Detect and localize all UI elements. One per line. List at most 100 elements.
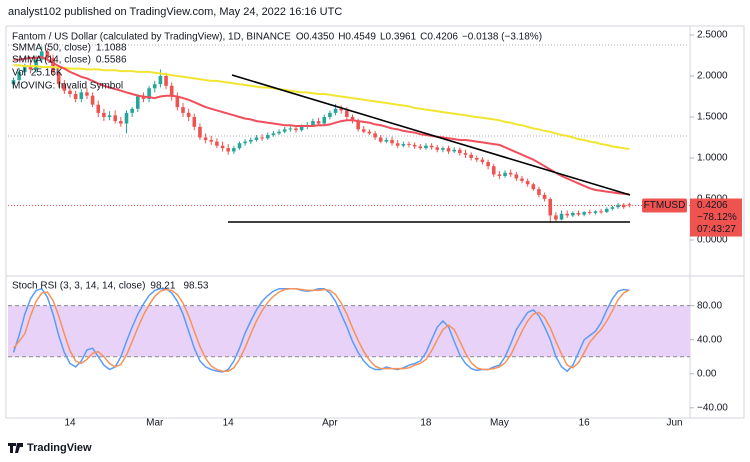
candle-body <box>119 121 123 124</box>
candle-body <box>429 145 434 148</box>
candle-body <box>424 145 428 149</box>
candle-body <box>51 57 55 72</box>
candle-body <box>446 148 451 152</box>
candle-body <box>491 166 496 175</box>
candle-body <box>401 144 406 146</box>
legend-value: 98.53 <box>183 281 208 292</box>
x-tick-label: 18 <box>420 418 432 429</box>
candle-body <box>56 71 61 85</box>
candle-body <box>503 172 507 177</box>
candle-body <box>627 204 632 206</box>
candle-body <box>441 148 445 150</box>
candle-body <box>559 213 564 220</box>
candle-body <box>203 137 208 140</box>
candle-body <box>339 108 343 111</box>
candle-body <box>85 92 89 96</box>
candle-body <box>458 149 462 154</box>
candle-body <box>243 141 247 144</box>
countdown: 07:43:27 <box>697 224 736 235</box>
candle-body <box>367 131 372 134</box>
candle-body <box>384 139 389 142</box>
candle-body <box>316 121 321 124</box>
candle-body <box>333 108 338 113</box>
attribution: analyst102 published on TradingView.com,… <box>8 6 342 18</box>
candle-body <box>599 211 603 213</box>
candle-body <box>322 116 327 124</box>
legend-value: 1.1088 <box>96 43 127 54</box>
x-tick-label: Mar <box>146 418 164 429</box>
candle-body <box>554 215 558 220</box>
candle-body <box>23 66 27 72</box>
candle-body <box>226 148 230 152</box>
candle-body <box>34 59 38 70</box>
series-line <box>12 287 630 373</box>
volume-value: 25.16K <box>31 68 63 79</box>
candle-body <box>192 116 197 127</box>
candle-body <box>531 184 536 190</box>
candle-body <box>362 129 366 132</box>
candle-body <box>469 154 473 158</box>
candle-body <box>350 116 355 122</box>
candle-body <box>565 213 569 216</box>
candle-body <box>463 153 468 155</box>
moving-label: MOVING: Invalid Symbol <box>12 81 123 92</box>
candle-body <box>209 139 214 142</box>
footer: TradingView <box>8 442 92 454</box>
legend-value: 0.5586 <box>96 55 127 66</box>
candle-body <box>497 174 502 177</box>
series-line <box>12 287 630 372</box>
legend-name: SMMA (14, close) <box>12 55 91 66</box>
candle-body <box>537 189 541 195</box>
candle-body <box>175 96 180 108</box>
candle-body <box>271 133 276 136</box>
candle-body <box>260 137 264 139</box>
y-tick-label: 2.5000 <box>697 30 728 41</box>
x-tick-label: May <box>490 418 509 429</box>
candle-body <box>130 108 134 113</box>
candle-body <box>169 85 174 97</box>
symbol-label: FTMUSD <box>644 200 686 211</box>
candle-body <box>378 137 383 142</box>
candle-body <box>215 141 219 146</box>
candle-body <box>373 133 377 138</box>
y-tick-label: 40.00 <box>697 334 722 345</box>
ohlc-value: H0.4549 <box>338 32 376 43</box>
candle-body <box>616 204 620 208</box>
chart-title: Fantom / US Dollar (calculated by Tradin… <box>12 32 291 43</box>
candle-body <box>356 121 360 130</box>
candle-body <box>593 211 598 213</box>
candle-body <box>124 112 129 124</box>
candle-body <box>152 84 157 89</box>
logo-text: TradingView <box>27 442 92 454</box>
candle-body <box>73 94 78 99</box>
candle-body <box>164 75 168 86</box>
candle-body <box>28 66 33 70</box>
candle-body <box>520 178 524 181</box>
candle-body <box>198 126 202 138</box>
chart-frame <box>5 25 745 419</box>
ohlc-value: −0.0138 (−3.18%) <box>462 32 542 43</box>
candle-body <box>254 137 259 140</box>
y-tick-label: 80.00 <box>697 300 722 311</box>
symbol-tag <box>642 198 687 213</box>
candle-body <box>542 194 547 200</box>
y-tick-label: −40.00 <box>697 402 728 413</box>
candle-body <box>571 212 575 216</box>
candle-body <box>514 174 519 179</box>
candle-body <box>548 199 553 216</box>
candle-body <box>90 95 95 105</box>
candle-body <box>452 149 456 152</box>
candle-body <box>282 129 287 132</box>
candle-body <box>345 110 349 117</box>
y-tick-label: 1.0000 <box>697 153 728 164</box>
candle-body <box>237 143 242 149</box>
logo-mark <box>8 443 23 453</box>
candle-body <box>45 51 50 58</box>
candle-body <box>412 144 417 147</box>
candle-body <box>294 128 298 131</box>
y-tick-label: 0.00 <box>697 368 717 379</box>
candle-body <box>181 107 185 113</box>
x-tick-label: 16 <box>579 418 591 429</box>
candle-body <box>588 212 592 214</box>
price-label: 0.4206 <box>697 200 728 211</box>
